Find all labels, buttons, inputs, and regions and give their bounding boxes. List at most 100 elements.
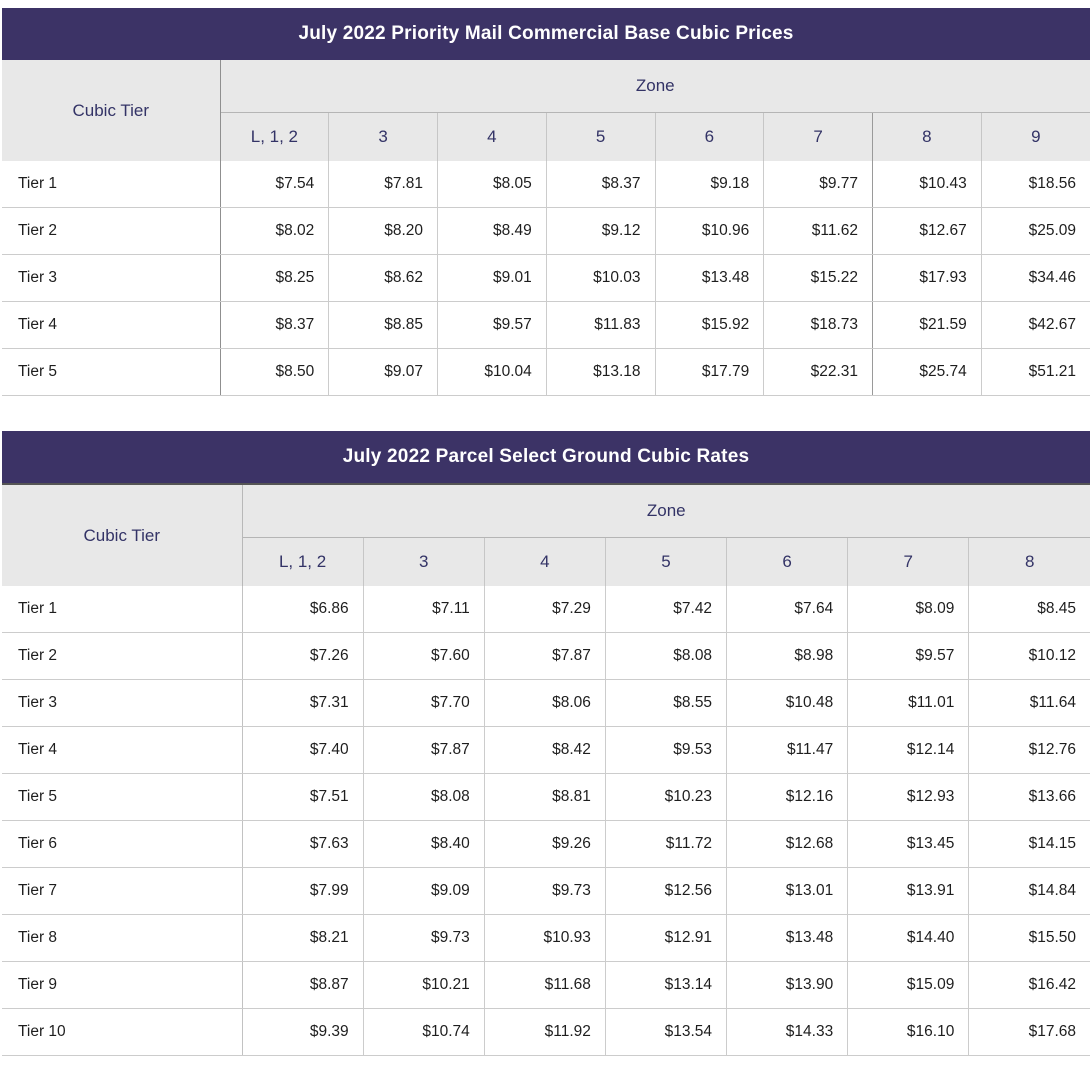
price-cell: $9.53 <box>604 726 727 774</box>
price-cell: $7.87 <box>362 726 485 774</box>
price-cell: $7.11 <box>362 586 485 633</box>
tier-label: Tier 1 <box>2 161 220 208</box>
tier-label: Tier 2 <box>2 632 242 680</box>
table-row: Tier 2 $7.26 $7.60 $7.87 $8.08 $8.98 $9.57 $10.… <box>2 632 1090 680</box>
zone-column-header: 8 <box>872 112 982 161</box>
table-row: Tier 3 $7.31 $7.70 $8.06 $8.55 $10.48 $11.01 $1… <box>2 679 1090 727</box>
price-cell: $13.54 <box>604 1008 727 1056</box>
price-cell: $12.16 <box>726 773 848 821</box>
cubic-tier-header: Cubic Tier <box>2 483 243 586</box>
price-cell: $8.40 <box>362 820 485 868</box>
price-cell: $13.48 <box>726 914 848 962</box>
table-row: Tier 5 $7.51 $8.08 $8.81 $10.23 $12.16 $12.93 $… <box>2 773 1090 821</box>
price-cell: $25.09 <box>980 207 1090 255</box>
priority-mail-cubic-prices-table: July 2022 Priority Mail Commercial Base … <box>2 8 1090 396</box>
price-cell: $11.64 <box>968 679 1090 727</box>
price-rows: Tier 1 $7.54 $7.81 $8.05 $8.37 $9.18 $9.77 $10.… <box>2 161 1090 396</box>
tier-label: Tier 8 <box>2 914 242 962</box>
table-row: Tier 5 $8.50 $9.07 $10.04 $13.18 $17.79 $22.31… <box>2 348 1090 396</box>
price-cell: $10.48 <box>726 679 848 727</box>
price-cell: $8.85 <box>328 301 438 349</box>
price-cell: $8.37 <box>545 161 655 208</box>
price-cell: $8.02 <box>219 207 329 255</box>
price-cell: $14.40 <box>847 914 969 962</box>
tier-label: Tier 7 <box>2 867 242 915</box>
zone-column-header: L, 1, 2 <box>242 537 364 586</box>
price-cell: $8.49 <box>437 207 547 255</box>
price-cell: $8.08 <box>604 632 727 680</box>
price-cell: $12.93 <box>847 773 969 821</box>
zone-column-header: 4 <box>483 537 606 586</box>
price-cell: $7.31 <box>241 679 364 727</box>
header-row: Cubic Tier Zone <box>2 60 1090 161</box>
price-cell: $10.21 <box>362 961 485 1009</box>
price-cell: $9.57 <box>847 632 969 680</box>
price-cell: $13.45 <box>847 820 969 868</box>
table-row: Tier 7 $7.99 $9.09 $9.73 $12.56 $13.01 $13.91 $… <box>2 867 1090 915</box>
zone-column-header: 8 <box>968 537 1090 586</box>
price-cell: $12.67 <box>872 207 982 255</box>
price-cell: $12.68 <box>726 820 848 868</box>
price-cell: $13.48 <box>654 254 764 302</box>
price-cell: $8.42 <box>483 726 606 774</box>
price-cell: $11.83 <box>545 301 655 349</box>
price-cell: $25.74 <box>872 348 982 396</box>
price-cell: $22.31 <box>763 348 873 396</box>
price-cell: $6.86 <box>241 586 364 633</box>
price-cell: $42.67 <box>980 301 1090 349</box>
price-cell: $17.68 <box>968 1008 1090 1056</box>
price-cell: $8.37 <box>219 301 329 349</box>
price-cell: $9.77 <box>763 161 873 208</box>
table-row: Tier 6 $7.63 $8.40 $9.26 $11.72 $12.68 $13.45 $… <box>2 820 1090 868</box>
header-row: Cubic Tier Zone <box>2 483 1090 586</box>
price-cell: $8.45 <box>968 586 1090 633</box>
price-cell: $7.64 <box>726 586 848 633</box>
price-cell: $13.01 <box>726 867 848 915</box>
price-cell: $10.03 <box>545 254 655 302</box>
table-row: Tier 1 $6.86 $7.11 $7.29 $7.42 $7.64 $8.09 $8.4… <box>2 586 1090 633</box>
price-cell: $10.93 <box>483 914 606 962</box>
price-cell: $15.09 <box>847 961 969 1009</box>
zone-column-header: L, 1, 2 <box>220 112 329 161</box>
price-cell: $10.23 <box>604 773 727 821</box>
price-cell: $12.91 <box>604 914 727 962</box>
table-title: July 2022 Priority Mail Commercial Base … <box>2 8 1090 60</box>
zone-column-header: 6 <box>726 537 848 586</box>
tier-label: Tier 9 <box>2 961 242 1009</box>
price-cell: $21.59 <box>872 301 982 349</box>
tier-label: Tier 1 <box>2 586 242 633</box>
price-cell: $9.39 <box>241 1008 364 1056</box>
table-row: Tier 2 $8.02 $8.20 $8.49 $9.12 $10.96 $11.62 $1… <box>2 207 1090 255</box>
table-title-bar: July 2022 Priority Mail Commercial Base … <box>2 8 1090 60</box>
price-cell: $7.81 <box>328 161 438 208</box>
tier-label: Tier 2 <box>2 207 220 255</box>
price-cell: $15.92 <box>654 301 764 349</box>
price-cell: $17.93 <box>872 254 982 302</box>
price-cell: $18.73 <box>763 301 873 349</box>
tier-label: Tier 3 <box>2 254 220 302</box>
price-cell: $7.29 <box>483 586 606 633</box>
price-cell: $16.42 <box>968 961 1090 1009</box>
price-cell: $12.14 <box>847 726 969 774</box>
table-title-bar: July 2022 Parcel Select Ground Cubic Rat… <box>2 431 1090 484</box>
price-cell: $7.26 <box>241 632 364 680</box>
price-cell: $12.76 <box>968 726 1090 774</box>
price-cell: $13.90 <box>726 961 848 1009</box>
price-cell: $7.54 <box>219 161 329 208</box>
table-title: July 2022 Parcel Select Ground Cubic Rat… <box>2 431 1090 484</box>
price-cell: $10.74 <box>362 1008 485 1056</box>
tier-label: Tier 4 <box>2 726 242 774</box>
tier-label: Tier 5 <box>2 773 242 821</box>
zone-column-header: 7 <box>847 537 969 586</box>
price-cell: $13.14 <box>604 961 727 1009</box>
table-row: Tier 9 $8.87 $10.21 $11.68 $13.14 $13.90 $15.0… <box>2 961 1090 1009</box>
price-cell: $8.21 <box>241 914 364 962</box>
tier-label: Tier 4 <box>2 301 220 349</box>
table-row: Tier 10 $9.39 $10.74 $11.92 $13.54 $14.33 $16.… <box>2 1008 1090 1056</box>
price-cell: $9.73 <box>362 914 485 962</box>
tier-label: Tier 3 <box>2 679 242 727</box>
price-cell: $9.73 <box>483 867 606 915</box>
